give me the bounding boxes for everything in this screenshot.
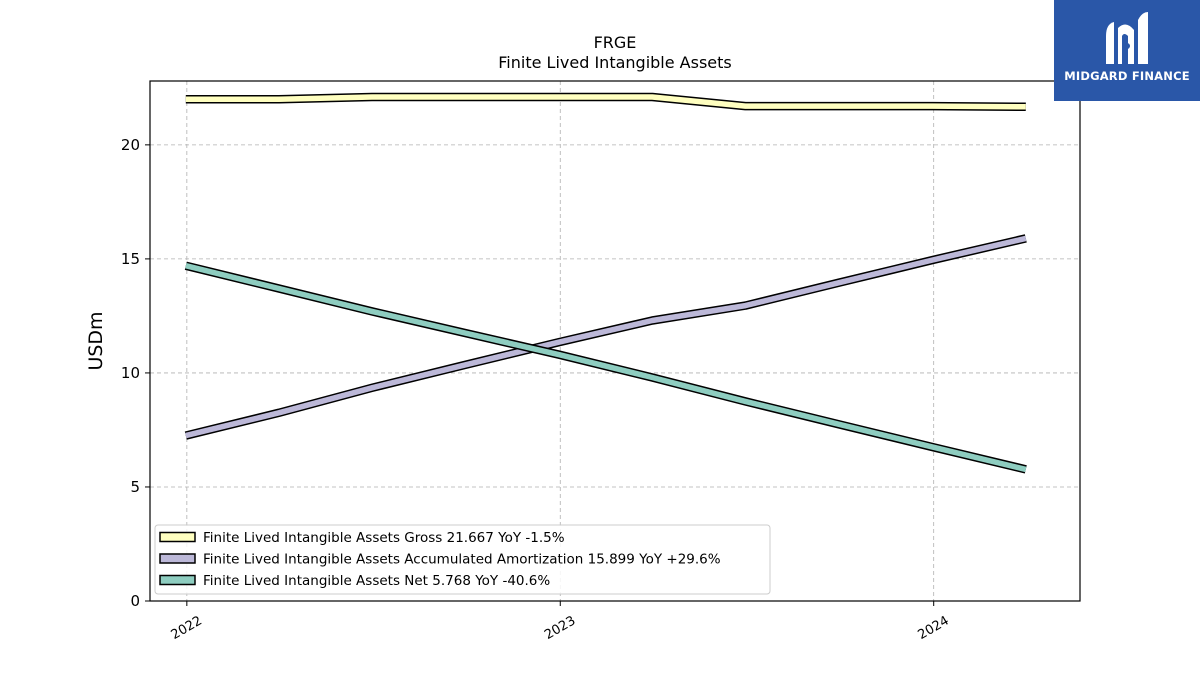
legend-swatch bbox=[159, 553, 196, 564]
x-tick-label: 2023 bbox=[542, 613, 578, 643]
x-axis: 2022 2023 2024 bbox=[169, 601, 952, 643]
y-tick-label: 10 bbox=[121, 364, 140, 382]
legend-label: Finite Lived Intangible Assets Gross 21.… bbox=[203, 530, 565, 546]
legend-frame bbox=[154, 524, 771, 595]
y-tick-label: 0 bbox=[130, 592, 140, 610]
legend-swatch bbox=[159, 574, 196, 586]
x-tick-label: 2022 bbox=[169, 613, 205, 643]
grid-lines bbox=[150, 81, 1080, 601]
series-line bbox=[185, 94, 1026, 110]
legend-swatch bbox=[159, 531, 196, 543]
series-line bbox=[185, 235, 1027, 439]
midgard-m-logo-icon bbox=[1106, 12, 1148, 65]
chart-title: FRGE bbox=[594, 33, 637, 52]
plot-frame bbox=[149, 80, 1081, 602]
logo-text: MIDGARD FINANCE bbox=[1064, 69, 1190, 83]
y-tick-label: 15 bbox=[121, 250, 140, 268]
series-layer bbox=[184, 92, 1027, 474]
y-tick-label: 5 bbox=[130, 478, 140, 496]
y-tick-label: 20 bbox=[121, 136, 140, 154]
legend-label: Finite Lived Intangible Assets Accumulat… bbox=[203, 552, 721, 568]
legend: Finite Lived Intangible Assets Gross 21.… bbox=[154, 524, 771, 595]
legend-label: Finite Lived Intangible Assets Net 5.768… bbox=[203, 573, 550, 589]
y-axis-label: USDm bbox=[85, 311, 107, 370]
midgard-finance-logo: MIDGARD FINANCE bbox=[1054, 0, 1200, 101]
y-axis: 0 5 10 15 20 bbox=[121, 136, 150, 610]
series-line bbox=[185, 263, 1027, 473]
chart-subtitle: Finite Lived Intangible Assets bbox=[498, 53, 731, 72]
x-tick-label: 2024 bbox=[916, 613, 952, 643]
